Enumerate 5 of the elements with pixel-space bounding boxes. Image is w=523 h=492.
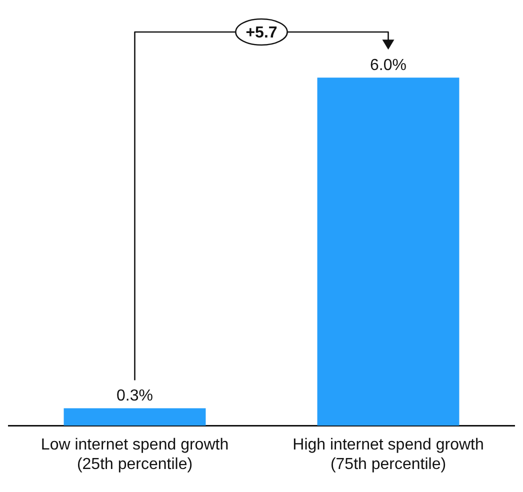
text: +5.7 [246, 24, 278, 42]
data-label: 0.3% [116, 388, 153, 405]
x-tick-label: High internet spend growth (75th percentile) [292, 436, 484, 473]
data-label: 6.0% [370, 57, 406, 74]
x-tick-label: Low internet spend growth (25th percentile) [40, 436, 229, 473]
